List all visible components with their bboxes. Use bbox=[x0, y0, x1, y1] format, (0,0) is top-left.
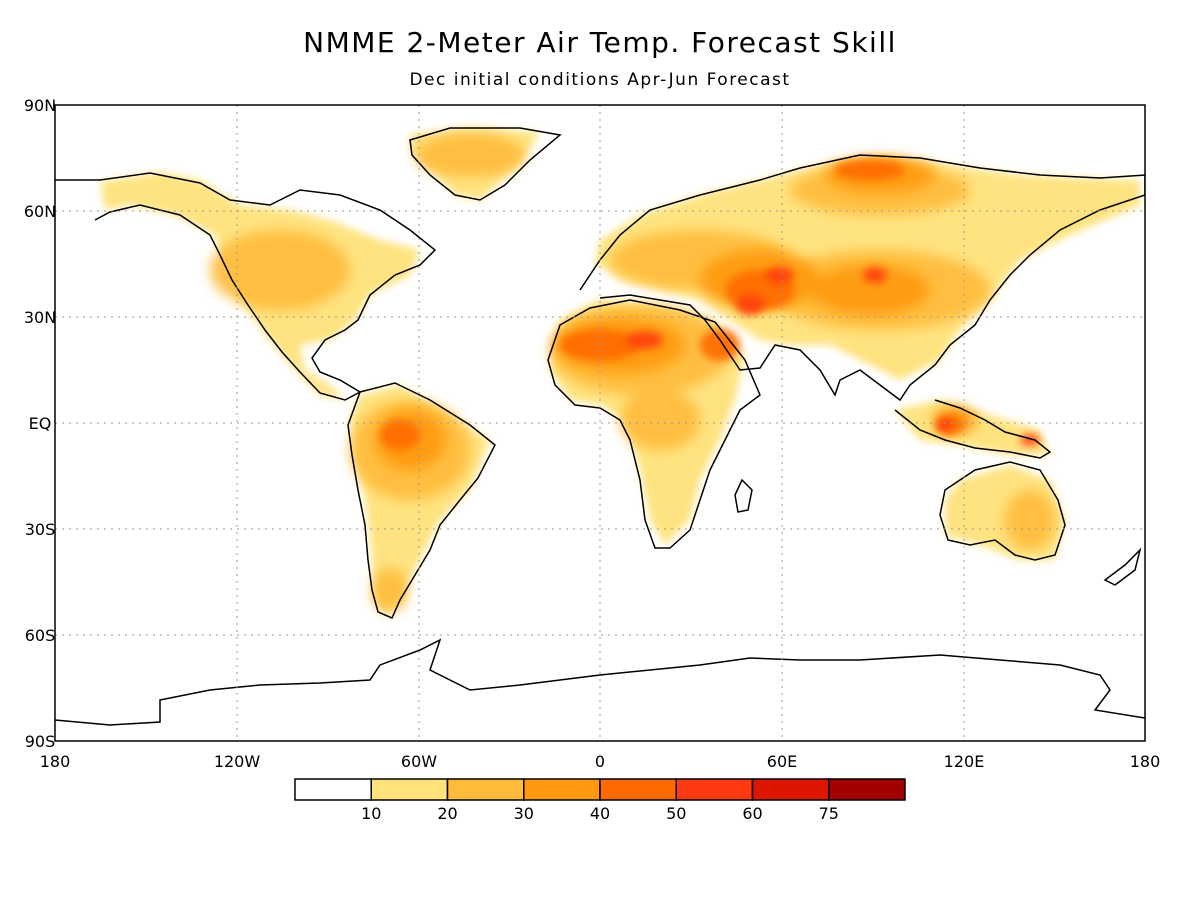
coastline-madagascar bbox=[734, 478, 753, 513]
colorbar-swatch bbox=[294, 778, 372, 801]
coastline-africa bbox=[547, 299, 761, 549]
colorbar-label: 20 bbox=[437, 804, 457, 823]
lon-label: 60W bbox=[401, 752, 437, 771]
coastline-north-america bbox=[55, 172, 437, 401]
colorbar-label: 60 bbox=[742, 804, 762, 823]
colorbar-swatches bbox=[294, 778, 906, 801]
colorbar-label: 50 bbox=[666, 804, 686, 823]
lon-label: 60E bbox=[767, 752, 797, 771]
lat-label: 30S bbox=[25, 520, 56, 539]
lon-label: 120W bbox=[214, 752, 261, 771]
skill-shading bbox=[100, 128, 1140, 615]
colorbar-swatch bbox=[675, 778, 754, 801]
map-subtitle: Dec initial conditions Apr-Jun Forecast bbox=[409, 70, 791, 90]
map-frame bbox=[54, 104, 1146, 742]
coastline-antarctica bbox=[55, 638, 1145, 726]
coastline-greenland bbox=[409, 127, 562, 201]
colorbar-label: 75 bbox=[819, 804, 839, 823]
lon-label: 180 bbox=[1130, 752, 1161, 771]
colorbar-swatch bbox=[523, 778, 601, 801]
map-title: NMME 2-Meter Air Temp. Forecast Skill bbox=[303, 26, 897, 59]
coastline-south-america bbox=[347, 382, 496, 619]
lat-label: EQ bbox=[29, 414, 52, 433]
colorbar-label: 40 bbox=[590, 804, 610, 823]
coastline-eurasia bbox=[579, 154, 1145, 402]
lon-label: 0 bbox=[595, 752, 605, 771]
colorbar-swatch bbox=[828, 778, 906, 801]
coastline-new-zealand bbox=[1103, 547, 1142, 586]
graticule bbox=[55, 105, 1145, 741]
lat-label: 60S bbox=[25, 626, 56, 645]
colorbar-swatch bbox=[599, 778, 677, 801]
lon-label: 120E bbox=[944, 752, 985, 771]
lon-label: 180 bbox=[40, 752, 71, 771]
coastline-australia bbox=[939, 461, 1066, 561]
colorbar-swatch bbox=[751, 778, 830, 801]
colorbar-swatch bbox=[370, 778, 449, 801]
colorbar-labels: 10 20 30 40 50 60 75 bbox=[361, 804, 839, 823]
colorbar-label: 10 bbox=[361, 804, 381, 823]
skill-layer-20-30 bbox=[210, 133, 1055, 612]
lat-label: 60N bbox=[24, 202, 56, 221]
colorbar-swatch bbox=[446, 778, 525, 801]
colorbar-label: 30 bbox=[514, 804, 534, 823]
lat-label: 30N bbox=[24, 308, 56, 327]
lat-label: 90N bbox=[24, 96, 56, 115]
coastlines bbox=[55, 127, 1145, 726]
coastline-indonesia bbox=[894, 399, 1052, 459]
colorbar: 10 20 30 40 50 60 75 bbox=[294, 778, 906, 823]
latitude-labels: 90N 60N 30N EQ 30S 60S 90S bbox=[24, 96, 56, 751]
longitude-labels: 180 120W 60W 0 60E 120E 180 bbox=[40, 752, 1161, 771]
lat-label: 90S bbox=[25, 732, 56, 751]
